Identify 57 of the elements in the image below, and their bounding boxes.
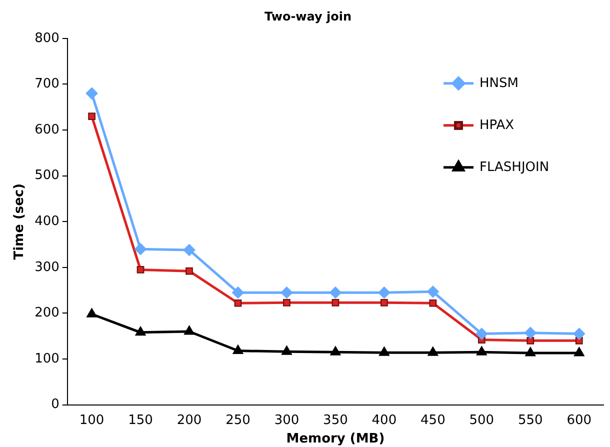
point [378, 286, 390, 299]
point [380, 298, 388, 306]
point [429, 299, 437, 307]
point [232, 344, 244, 354]
legend-label: HNSM [480, 76, 518, 91]
point [426, 286, 439, 298]
point [186, 267, 193, 275]
x-tick-label: 500 [469, 412, 494, 428]
y-tick-label: 300 [34, 260, 60, 275]
point [281, 346, 292, 355]
point [329, 286, 342, 299]
x-tick-label: 400 [372, 412, 397, 428]
point [378, 346, 390, 356]
y-tick-label: 600 [34, 122, 60, 138]
legend-label: HPAX [480, 118, 514, 133]
x-tick-label: 150 [128, 412, 153, 428]
y-tick-label: 100 [34, 351, 60, 366]
x-tick-label: 200 [176, 412, 202, 428]
x-tick-label: 300 [274, 412, 300, 428]
legend-label: FLASHJOIN [480, 160, 550, 175]
y-tick-label: 200 [34, 306, 60, 321]
point [86, 308, 98, 318]
point [234, 299, 242, 307]
point [86, 87, 98, 100]
point [573, 328, 586, 340]
point [283, 298, 290, 306]
x-tick-label: 100 [79, 412, 104, 428]
y-tick-label: 400 [34, 214, 60, 229]
point [183, 244, 196, 256]
x-axis-title: Memory (MB) [286, 432, 385, 447]
point [88, 112, 96, 120]
x-tick-label: 350 [323, 412, 348, 428]
x-tick-label: 250 [226, 412, 250, 428]
y-axis-title: Time (sec) [12, 183, 28, 260]
point [330, 346, 341, 356]
y-tick-label: 800 [34, 30, 60, 46]
point [524, 326, 536, 339]
y-tick-label: 500 [34, 168, 60, 184]
point [134, 243, 147, 256]
point [526, 337, 534, 344]
point [232, 286, 244, 299]
x-tick-label: 600 [566, 412, 592, 428]
point [332, 298, 340, 306]
y-tick-label: 700 [34, 76, 60, 92]
x-tick-label: 450 [420, 412, 446, 428]
point [574, 347, 584, 356]
point [280, 286, 293, 299]
point [184, 326, 195, 335]
point [476, 346, 487, 356]
point [476, 328, 488, 340]
x-tick-label: 550 [518, 412, 543, 428]
point [428, 346, 438, 356]
chart-title: Two-way join [264, 9, 352, 24]
point [525, 347, 536, 356]
point [136, 266, 144, 274]
y-tick-label: 0 [51, 397, 60, 412]
point [135, 326, 146, 336]
